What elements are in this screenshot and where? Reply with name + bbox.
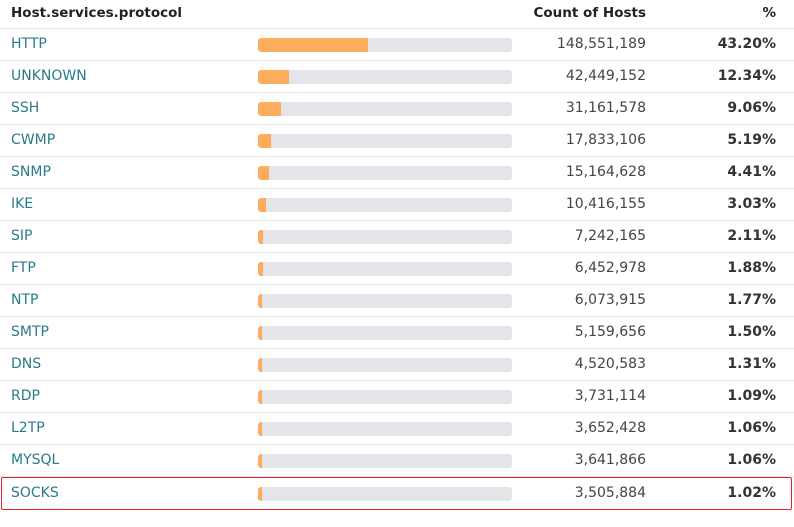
host-count: 3,641,866	[574, 452, 646, 468]
share-bar-fill	[258, 326, 262, 340]
host-percent: 9.06%	[727, 100, 776, 116]
share-bar	[258, 102, 512, 116]
share-bar-fill	[258, 487, 262, 501]
table-row: SNMP 15,164,628 4.41%	[0, 157, 794, 189]
table-row: IKE 10,416,155 3.03%	[0, 189, 794, 221]
protocol-link[interactable]: SSH	[11, 100, 40, 116]
table-row: DNS 4,520,583 1.31%	[0, 349, 794, 381]
share-bar	[258, 454, 512, 468]
host-count: 6,452,978	[574, 260, 646, 276]
table-row: NTP 6,073,915 1.77%	[0, 285, 794, 317]
share-bar	[258, 422, 512, 436]
share-bar-fill	[258, 262, 263, 276]
share-bar	[258, 262, 512, 276]
share-bar-fill	[258, 102, 281, 116]
share-bar	[258, 134, 512, 148]
host-percent: 43.20%	[717, 36, 776, 52]
table-row: SIP 7,242,165 2.11%	[0, 221, 794, 253]
host-percent: 1.06%	[727, 452, 776, 468]
header-count[interactable]: Count of Hosts	[533, 5, 646, 21]
table-header: Host.services.protocol Count of Hosts %	[0, 0, 794, 29]
table-row: FTP 6,452,978 1.88%	[0, 253, 794, 285]
host-count: 7,242,165	[574, 228, 646, 244]
share-bar-fill	[258, 198, 266, 212]
protocol-link[interactable]: NTP	[11, 292, 39, 308]
protocol-link[interactable]: MYSQL	[11, 452, 60, 468]
host-count: 3,731,114	[574, 388, 646, 404]
share-bar-fill	[258, 422, 262, 436]
share-bar-fill	[258, 38, 368, 52]
share-bar-fill	[258, 390, 262, 404]
share-bar-fill	[258, 166, 270, 180]
host-count: 148,551,189	[556, 36, 646, 52]
host-count: 3,652,428	[574, 420, 646, 436]
share-bar	[258, 326, 512, 340]
table-row: SMTP 5,159,656 1.50%	[0, 317, 794, 349]
share-bar-fill	[258, 70, 290, 84]
table-row: CWMP 17,833,106 5.19%	[0, 125, 794, 157]
protocol-link[interactable]: SMTP	[11, 324, 49, 340]
share-bar-fill	[258, 230, 264, 244]
share-bar-fill	[258, 134, 272, 148]
host-count: 10,416,155	[565, 196, 646, 212]
share-bar-fill	[258, 294, 263, 308]
share-bar-fill	[258, 454, 262, 468]
protocol-link[interactable]: FTP	[11, 260, 36, 276]
host-count: 15,164,628	[565, 164, 646, 180]
table-row: HTTP 148,551,189 43.20%	[0, 29, 794, 61]
header-protocol[interactable]: Host.services.protocol	[11, 5, 183, 21]
host-count: 31,161,578	[565, 100, 646, 116]
share-bar	[258, 390, 512, 404]
protocol-link[interactable]: RDP	[11, 388, 40, 404]
host-percent: 1.77%	[727, 292, 776, 308]
host-percent: 1.06%	[727, 420, 776, 436]
share-bar	[258, 358, 512, 372]
table-row: UNKNOWN 42,449,152 12.34%	[0, 61, 794, 93]
host-count: 4,520,583	[574, 356, 646, 372]
host-count: 42,449,152	[565, 68, 646, 84]
share-bar	[258, 38, 512, 52]
protocol-link[interactable]: CWMP	[11, 132, 56, 148]
table-row-highlighted: SOCKS 3,505,884 1.02%	[1, 477, 792, 510]
share-bar	[258, 487, 512, 501]
share-bar	[258, 230, 512, 244]
protocol-link[interactable]: HTTP	[11, 36, 47, 52]
table-row: MYSQL 3,641,866 1.06%	[0, 445, 794, 477]
host-percent: 1.31%	[727, 356, 776, 372]
protocol-link[interactable]: SNMP	[11, 164, 51, 180]
host-percent: 5.19%	[727, 132, 776, 148]
share-bar	[258, 166, 512, 180]
host-percent: 1.88%	[727, 260, 776, 276]
table-row: SSH 31,161,578 9.06%	[0, 93, 794, 125]
host-percent: 12.34%	[717, 68, 776, 84]
share-bar-fill	[258, 358, 262, 372]
share-bar	[258, 294, 512, 308]
host-count: 17,833,106	[565, 132, 646, 148]
host-count: 5,159,656	[574, 324, 646, 340]
host-percent: 1.09%	[727, 388, 776, 404]
host-percent: 4.41%	[727, 164, 776, 180]
protocol-link[interactable]: SIP	[11, 228, 33, 244]
header-percent[interactable]: %	[762, 5, 776, 21]
host-count: 3,505,884	[574, 485, 646, 501]
share-bar	[258, 70, 512, 84]
host-percent: 3.03%	[727, 196, 776, 212]
host-percent: 1.02%	[727, 485, 776, 501]
share-bar	[258, 198, 512, 212]
protocol-link[interactable]: DNS	[11, 356, 42, 372]
protocol-link[interactable]: IKE	[11, 196, 34, 212]
protocol-link[interactable]: L2TP	[11, 420, 45, 436]
table-row: L2TP 3,652,428 1.06%	[0, 413, 794, 445]
protocol-link[interactable]: UNKNOWN	[11, 68, 87, 84]
table-row: RDP 3,731,114 1.09%	[0, 381, 794, 413]
host-percent: 1.50%	[727, 324, 776, 340]
protocol-table: Host.services.protocol Count of Hosts % …	[0, 0, 794, 510]
host-count: 6,073,915	[574, 292, 646, 308]
host-percent: 2.11%	[727, 228, 776, 244]
protocol-link[interactable]: SOCKS	[11, 485, 59, 501]
table-body: HTTP 148,551,189 43.20% UNKNOWN 42,449,152 12…	[0, 29, 794, 510]
